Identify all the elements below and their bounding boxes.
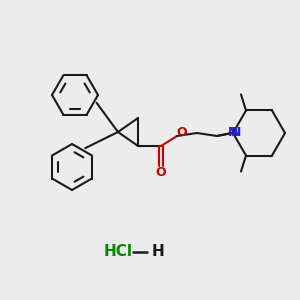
Text: O: O <box>177 127 187 140</box>
Text: O: O <box>156 167 166 179</box>
Text: H: H <box>152 244 164 260</box>
Text: N: N <box>231 125 241 139</box>
Text: HCl: HCl <box>103 244 133 260</box>
Text: N: N <box>228 127 238 140</box>
